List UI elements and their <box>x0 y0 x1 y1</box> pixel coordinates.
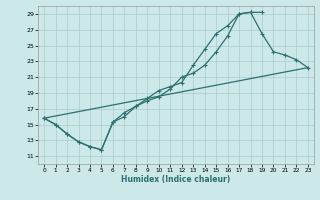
X-axis label: Humidex (Indice chaleur): Humidex (Indice chaleur) <box>121 175 231 184</box>
